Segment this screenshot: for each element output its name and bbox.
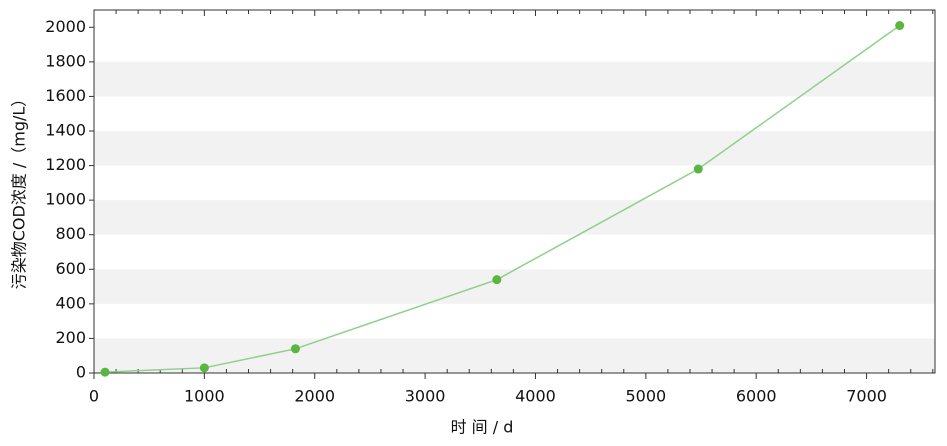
- data-point: [199, 363, 209, 373]
- y-tick-label: 200: [55, 328, 86, 347]
- grid-band: [94, 338, 935, 373]
- y-tick-label: 800: [55, 224, 86, 243]
- grid-band: [94, 61, 935, 97]
- x-axis-label: 时 间 / d: [451, 418, 514, 437]
- series-line: [105, 24, 901, 373]
- x-tick-label: 4000: [515, 387, 556, 406]
- y-tick-label: 1400: [45, 121, 86, 140]
- grid-band: [94, 131, 935, 166]
- grid-band: [94, 200, 935, 235]
- y-tick-label: 0: [76, 363, 86, 382]
- x-tick-label: 7000: [846, 387, 887, 406]
- y-tick-label: 1800: [45, 51, 86, 70]
- y-tick-label: 400: [55, 293, 86, 312]
- y-tick-label: 600: [55, 259, 86, 278]
- grid-band: [94, 269, 935, 304]
- y-tick-label: 1000: [45, 190, 86, 209]
- x-tick-label: 6000: [736, 387, 777, 406]
- y-tick-label: 2000: [45, 17, 86, 36]
- x-tick-label: 3000: [405, 387, 446, 406]
- data-point: [492, 275, 502, 285]
- y-tick-label: 1200: [45, 155, 86, 174]
- y-tick-label: 1600: [45, 86, 86, 105]
- data-point: [290, 344, 300, 354]
- y-axis-label: 污染物COD浓度 /（mg/L）: [10, 91, 29, 290]
- x-tick-label: 5000: [625, 387, 666, 406]
- x-tick-label: 0: [89, 387, 99, 406]
- plot-frame: [93, 9, 936, 374]
- data-point: [895, 21, 905, 31]
- data-point: [693, 164, 703, 174]
- x-tick-label: 2000: [294, 387, 335, 406]
- x-tick-label: 1000: [184, 387, 225, 406]
- data-point: [100, 367, 110, 377]
